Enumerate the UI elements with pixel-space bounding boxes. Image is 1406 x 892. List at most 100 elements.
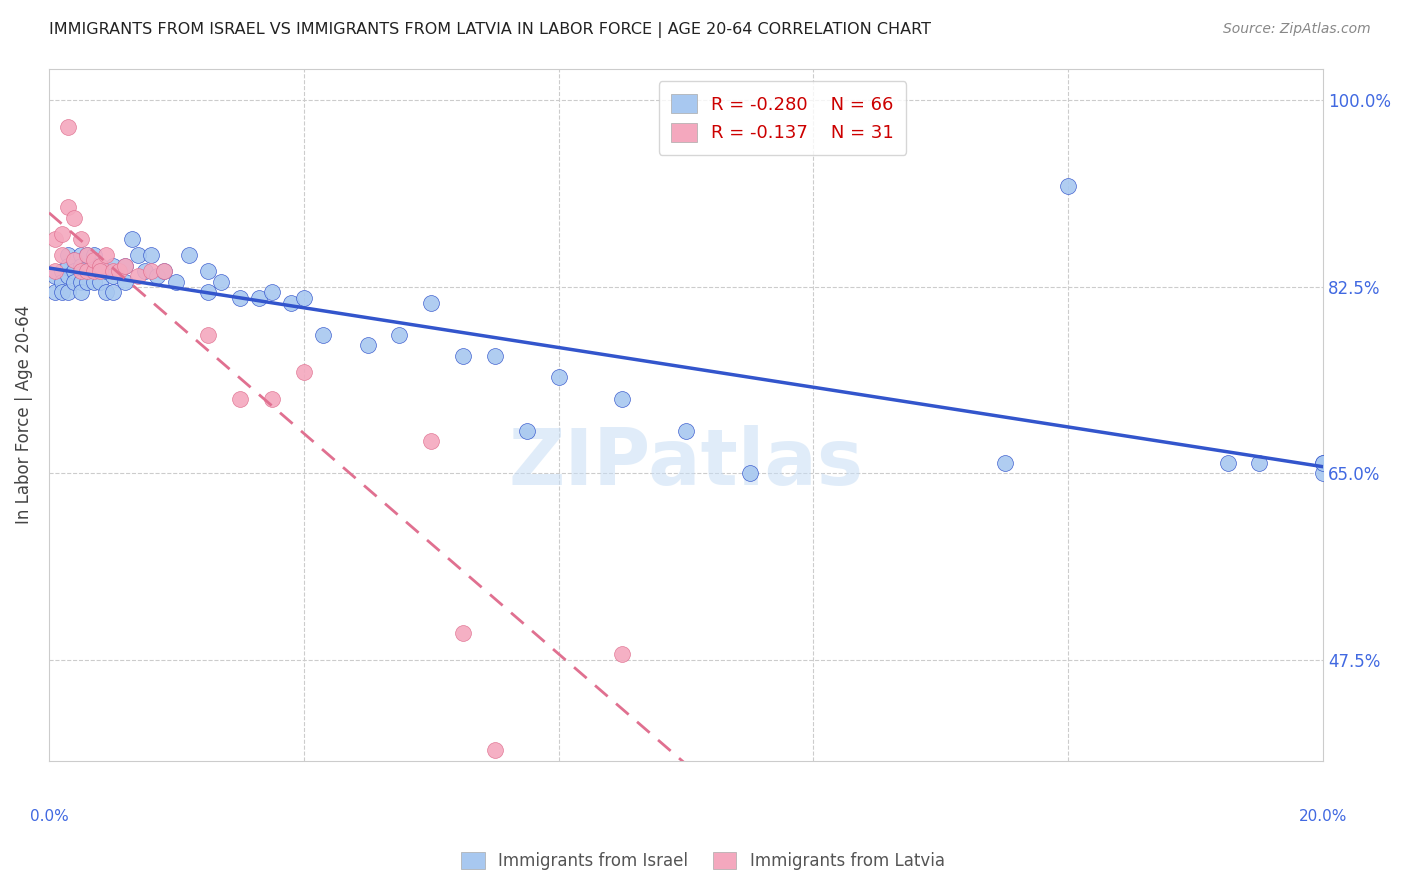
Point: [69, 275, 91, 289]
Point: [101, 264, 124, 278]
Point: [89, 275, 111, 289]
Point: [101, 285, 124, 300]
Point: [51, 285, 73, 300]
Point: [56, 200, 79, 214]
Point: [675, 424, 697, 438]
Point: [44, 232, 66, 246]
Point: [139, 248, 162, 262]
Point: [76, 264, 98, 278]
Point: [197, 264, 219, 278]
Point: [451, 626, 474, 640]
Point: [63, 264, 86, 278]
Text: ZIPatlas: ZIPatlas: [509, 425, 863, 501]
Point: [139, 264, 162, 278]
Point: [134, 264, 156, 278]
Point: [247, 291, 270, 305]
Point: [484, 743, 506, 757]
Point: [1216, 456, 1239, 470]
Point: [292, 365, 315, 379]
Point: [612, 648, 634, 662]
Point: [51, 275, 73, 289]
Text: 0.0%: 0.0%: [30, 809, 69, 824]
Point: [89, 259, 111, 273]
Point: [63, 253, 86, 268]
Point: [260, 392, 283, 406]
Point: [89, 259, 111, 273]
Point: [197, 285, 219, 300]
Point: [994, 456, 1017, 470]
Point: [420, 434, 443, 449]
Point: [229, 291, 252, 305]
Point: [280, 296, 302, 310]
Text: 20.0%: 20.0%: [1299, 809, 1347, 824]
Point: [612, 392, 634, 406]
Point: [260, 285, 283, 300]
Point: [738, 467, 761, 481]
Point: [63, 275, 86, 289]
Y-axis label: In Labor Force | Age 20-64: In Labor Force | Age 20-64: [15, 305, 32, 524]
Point: [63, 253, 86, 268]
Point: [388, 327, 411, 342]
Point: [56, 259, 79, 273]
Point: [83, 259, 105, 273]
Point: [51, 264, 73, 278]
Point: [44, 269, 66, 284]
Point: [356, 338, 378, 352]
Point: [1312, 456, 1334, 470]
Point: [96, 285, 118, 300]
Point: [229, 392, 252, 406]
Point: [76, 248, 98, 262]
Point: [146, 269, 169, 284]
Point: [451, 349, 474, 363]
Point: [108, 264, 131, 278]
Point: [1312, 456, 1334, 470]
Point: [516, 424, 538, 438]
Point: [56, 120, 79, 134]
Point: [83, 248, 105, 262]
Point: [420, 296, 443, 310]
Point: [114, 259, 136, 273]
Point: [51, 227, 73, 241]
Point: [179, 248, 201, 262]
Point: [1249, 456, 1271, 470]
Point: [127, 269, 149, 284]
Point: [312, 327, 335, 342]
Point: [101, 259, 124, 273]
Point: [165, 275, 187, 289]
Point: [152, 264, 174, 278]
Point: [44, 264, 66, 278]
Point: [76, 264, 98, 278]
Point: [56, 269, 79, 284]
Point: [63, 211, 86, 225]
Point: [96, 248, 118, 262]
Point: [83, 275, 105, 289]
Text: IMMIGRANTS FROM ISRAEL VS IMMIGRANTS FROM LATVIA IN LABOR FORCE | AGE 20-64 CORR: IMMIGRANTS FROM ISRAEL VS IMMIGRANTS FRO…: [49, 22, 931, 38]
Point: [69, 259, 91, 273]
Point: [56, 285, 79, 300]
Legend: Immigrants from Israel, Immigrants from Latvia: Immigrants from Israel, Immigrants from …: [454, 845, 952, 877]
Point: [152, 264, 174, 278]
Point: [69, 232, 91, 246]
Point: [44, 285, 66, 300]
Point: [96, 264, 118, 278]
Point: [69, 264, 91, 278]
Point: [1312, 467, 1334, 481]
Point: [484, 349, 506, 363]
Point: [547, 370, 569, 384]
Point: [101, 269, 124, 284]
Point: [83, 264, 105, 278]
Point: [209, 275, 232, 289]
Point: [76, 248, 98, 262]
Point: [197, 327, 219, 342]
Point: [121, 232, 143, 246]
Point: [69, 248, 91, 262]
Point: [83, 253, 105, 268]
Point: [69, 285, 91, 300]
Point: [1057, 178, 1080, 193]
Point: [76, 275, 98, 289]
Point: [292, 291, 315, 305]
Legend: R = -0.280    N = 66, R = -0.137    N = 31: R = -0.280 N = 66, R = -0.137 N = 31: [658, 81, 907, 155]
Point: [114, 259, 136, 273]
Point: [51, 248, 73, 262]
Point: [89, 264, 111, 278]
